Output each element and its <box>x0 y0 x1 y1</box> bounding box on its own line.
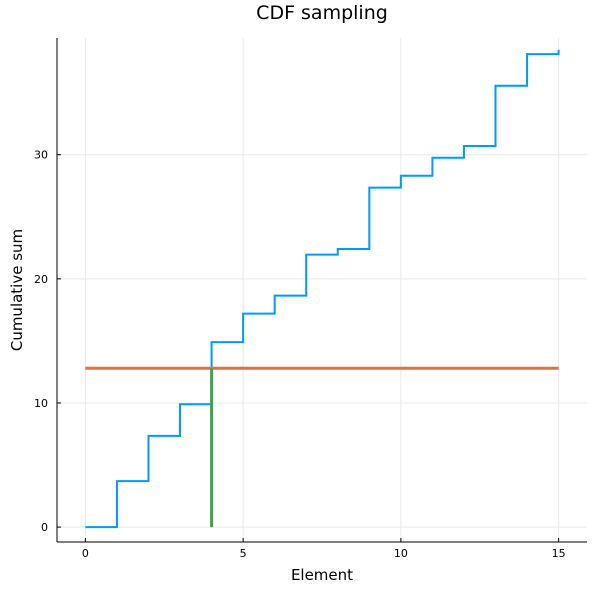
plot-series <box>85 49 560 529</box>
x-tick-label: 10 <box>394 547 408 560</box>
ticks: 0 5 10 15 0 10 20 30 <box>34 149 566 560</box>
y-tick-label: 20 <box>34 273 48 286</box>
grid <box>57 38 587 542</box>
cumulative-sum-step-line <box>85 49 560 529</box>
x-tick-label: 0 <box>82 547 89 560</box>
chart-title: CDF sampling <box>256 2 388 24</box>
x-axis-title: Element <box>291 566 353 584</box>
y-tick-label: 0 <box>41 521 48 534</box>
axes <box>56 38 587 543</box>
x-tick-label: 5 <box>240 547 247 560</box>
x-tick-label: 15 <box>552 547 566 560</box>
y-tick-label: 30 <box>34 149 48 162</box>
y-tick-label: 10 <box>34 397 48 410</box>
y-axis-title: Cumulative sum <box>8 229 26 351</box>
